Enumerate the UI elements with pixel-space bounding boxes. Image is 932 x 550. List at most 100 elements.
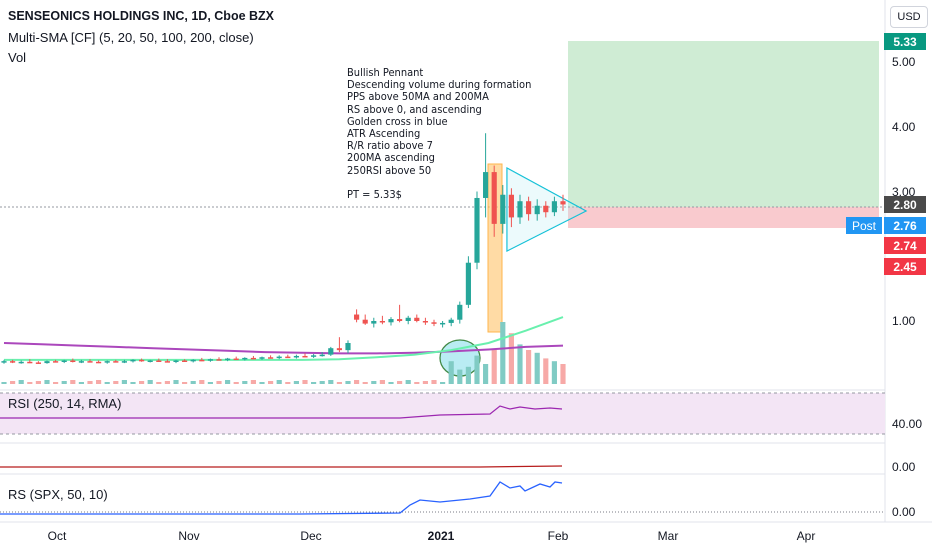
candle-body (233, 358, 239, 361)
candle-body (517, 201, 523, 218)
volume-bar (311, 382, 317, 384)
currency-button[interactable]: USD (890, 6, 928, 28)
volume-bar (104, 382, 110, 384)
volume-bar (35, 381, 41, 384)
volume-bar (543, 358, 549, 384)
candle-body (242, 357, 248, 360)
x-tick: Dec (300, 529, 322, 543)
candle-body (551, 201, 557, 213)
volume-bar (422, 381, 428, 384)
candle-body (182, 360, 188, 362)
volume-bar (560, 364, 566, 384)
volume-bar (474, 355, 480, 384)
volume-bar (431, 380, 437, 384)
candle-body (121, 361, 127, 363)
candle-body (113, 361, 119, 363)
volume-bar (139, 381, 145, 384)
volume-bar (328, 380, 334, 384)
stop-price-badge: 2.45 (884, 258, 926, 275)
volume-bar (225, 380, 231, 384)
volume-bar (457, 369, 463, 384)
volume-bar (491, 350, 497, 384)
price-tick: 4.00 (892, 120, 916, 134)
profit-zone (568, 41, 879, 207)
candle-body (414, 317, 420, 321)
candle-body (225, 358, 231, 361)
volume-bar (354, 380, 360, 384)
rsi-label[interactable]: RSI (250, 14, RMA) (8, 396, 122, 411)
candle-body (139, 359, 145, 362)
price-tick: 1.00 (892, 314, 916, 328)
volume-bar (379, 380, 385, 384)
volume-bar (405, 380, 411, 384)
candle-body (379, 321, 385, 323)
candle-body (508, 194, 514, 218)
candle-body (78, 361, 84, 363)
volume-bar (371, 381, 377, 384)
candle-body (483, 172, 489, 198)
candle-body (53, 361, 59, 363)
candle-body (431, 322, 437, 324)
candle-body (328, 348, 334, 355)
rs-line (0, 481, 563, 515)
volume-bar (414, 382, 420, 384)
candle-body (285, 356, 291, 359)
candle-body (199, 359, 205, 362)
x-tick: Nov (178, 529, 200, 543)
candle-body (44, 361, 50, 364)
annotation-line: RS above 0, and ascending (347, 102, 482, 116)
volume-bar (259, 382, 265, 384)
volume-bar (130, 382, 136, 384)
x-tick: Feb (547, 529, 569, 543)
annotation-line: PPS above 50MA and 200MA (347, 90, 489, 104)
candle-body (27, 361, 33, 364)
rs-label[interactable]: RS (SPX, 50, 10) (8, 487, 108, 502)
vol-legend[interactable]: Vol (8, 50, 27, 65)
candle-body (543, 205, 549, 213)
volume-bar (121, 380, 127, 384)
volume-bar (96, 380, 102, 384)
volume-bar (216, 381, 222, 384)
candle-body (216, 359, 222, 361)
candle-body (354, 314, 360, 320)
annotation-line: 200MA ascending (347, 151, 435, 165)
price-tick: 3.00 (892, 185, 916, 199)
volume-bar (190, 381, 196, 384)
candle-body (207, 359, 213, 361)
sma-200-line (3, 342, 564, 355)
price-tick: 5.00 (892, 55, 916, 69)
atr-tick: 0.00 (892, 460, 916, 474)
rs-tick: 0.00 (892, 505, 916, 519)
x-tick: 2021 (427, 529, 455, 543)
volume-bar (207, 382, 213, 384)
volume-bar (87, 381, 93, 384)
sma-legend[interactable]: Multi-SMA [CF] (5, 20, 50, 100, 200, clo… (8, 30, 254, 45)
candle-body (104, 361, 110, 363)
candle-body (388, 319, 394, 323)
volume-bar (302, 380, 308, 384)
volume-bar (440, 382, 446, 384)
candle-body (18, 361, 24, 364)
volume-bar (199, 380, 205, 384)
volume-bar (500, 322, 506, 384)
volume-bar (182, 382, 188, 384)
loss-zone (568, 207, 879, 228)
volume-bar (336, 382, 342, 384)
volume-bar (508, 333, 514, 384)
annotation-line: Golden cross in blue (347, 114, 448, 128)
candle-body (302, 355, 308, 358)
candle-body (173, 360, 179, 362)
volume-bar (147, 380, 153, 384)
volume-bar (268, 381, 274, 384)
candle-body (276, 356, 282, 359)
candle-body (35, 362, 41, 364)
candle-body (311, 355, 317, 357)
annotation-line: Bullish Pennant (347, 66, 424, 79)
target-price-badge: 5.33 (884, 33, 926, 50)
candle-body (560, 201, 566, 205)
candle-body (457, 304, 463, 320)
annotation-line: 250RSI above 50 (347, 163, 432, 177)
volume-bar (164, 381, 170, 384)
candle-body (500, 194, 506, 224)
